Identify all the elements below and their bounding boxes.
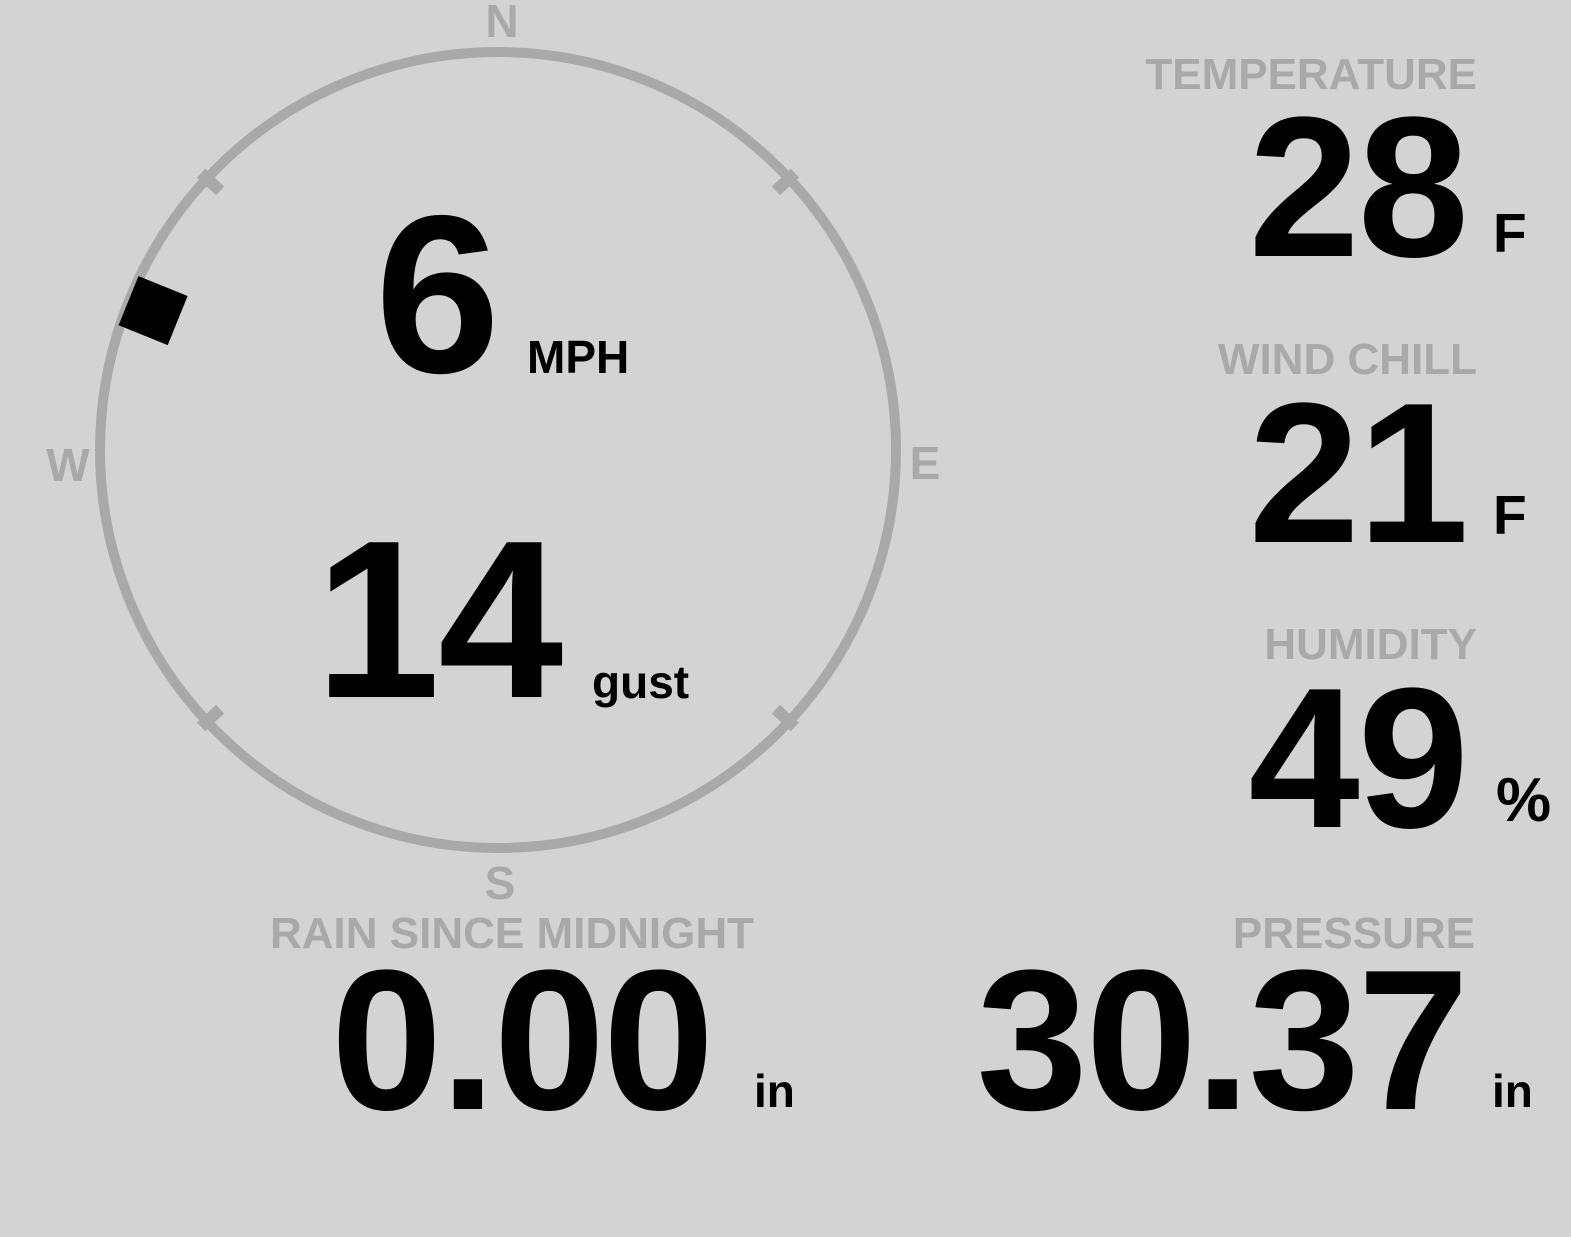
humidity-label: HUMIDITY [1264, 620, 1477, 669]
wind-speed-value: 6 [375, 168, 500, 420]
pressure-label: PRESSURE [1232, 909, 1475, 958]
temperature-label: TEMPERATURE [1145, 50, 1477, 99]
temperature-unit: F [1493, 202, 1527, 264]
compass-tick [771, 704, 799, 732]
wind-gust-unit: gust [592, 656, 690, 708]
compass-label-east: E [909, 437, 941, 489]
wind-speed-unit: MPH [527, 331, 630, 383]
compass-tick [771, 168, 799, 196]
wind-chill-label: WIND CHILL [1217, 335, 1477, 384]
humidity-value: 49 [1248, 647, 1469, 870]
humidity-unit: % [1496, 766, 1552, 835]
rain-since-midnight-value: 0.00 [331, 929, 714, 1152]
compass-tick [197, 704, 225, 732]
compass-tick [197, 168, 225, 196]
pressure-unit: in [1492, 1065, 1533, 1117]
wind-chill-unit: F [1493, 484, 1527, 546]
compass-circle [95, 47, 901, 853]
wind-direction-marker [118, 276, 188, 346]
compass-label-south: S [484, 857, 516, 909]
rain-since-midnight-label: RAIN SINCE MIDNIGHT [270, 909, 754, 958]
compass-intercardinal-ticks [197, 168, 799, 732]
rain-since-midnight-unit: in [754, 1065, 795, 1117]
pressure-value: 30.37 [976, 929, 1469, 1152]
compass-label-west: W [46, 439, 90, 491]
temperature-value: 28 [1248, 76, 1469, 299]
wind-gust-value: 14 [315, 493, 563, 745]
compass-label-north: N [485, 0, 519, 47]
wind-chill-value: 21 [1248, 362, 1469, 585]
